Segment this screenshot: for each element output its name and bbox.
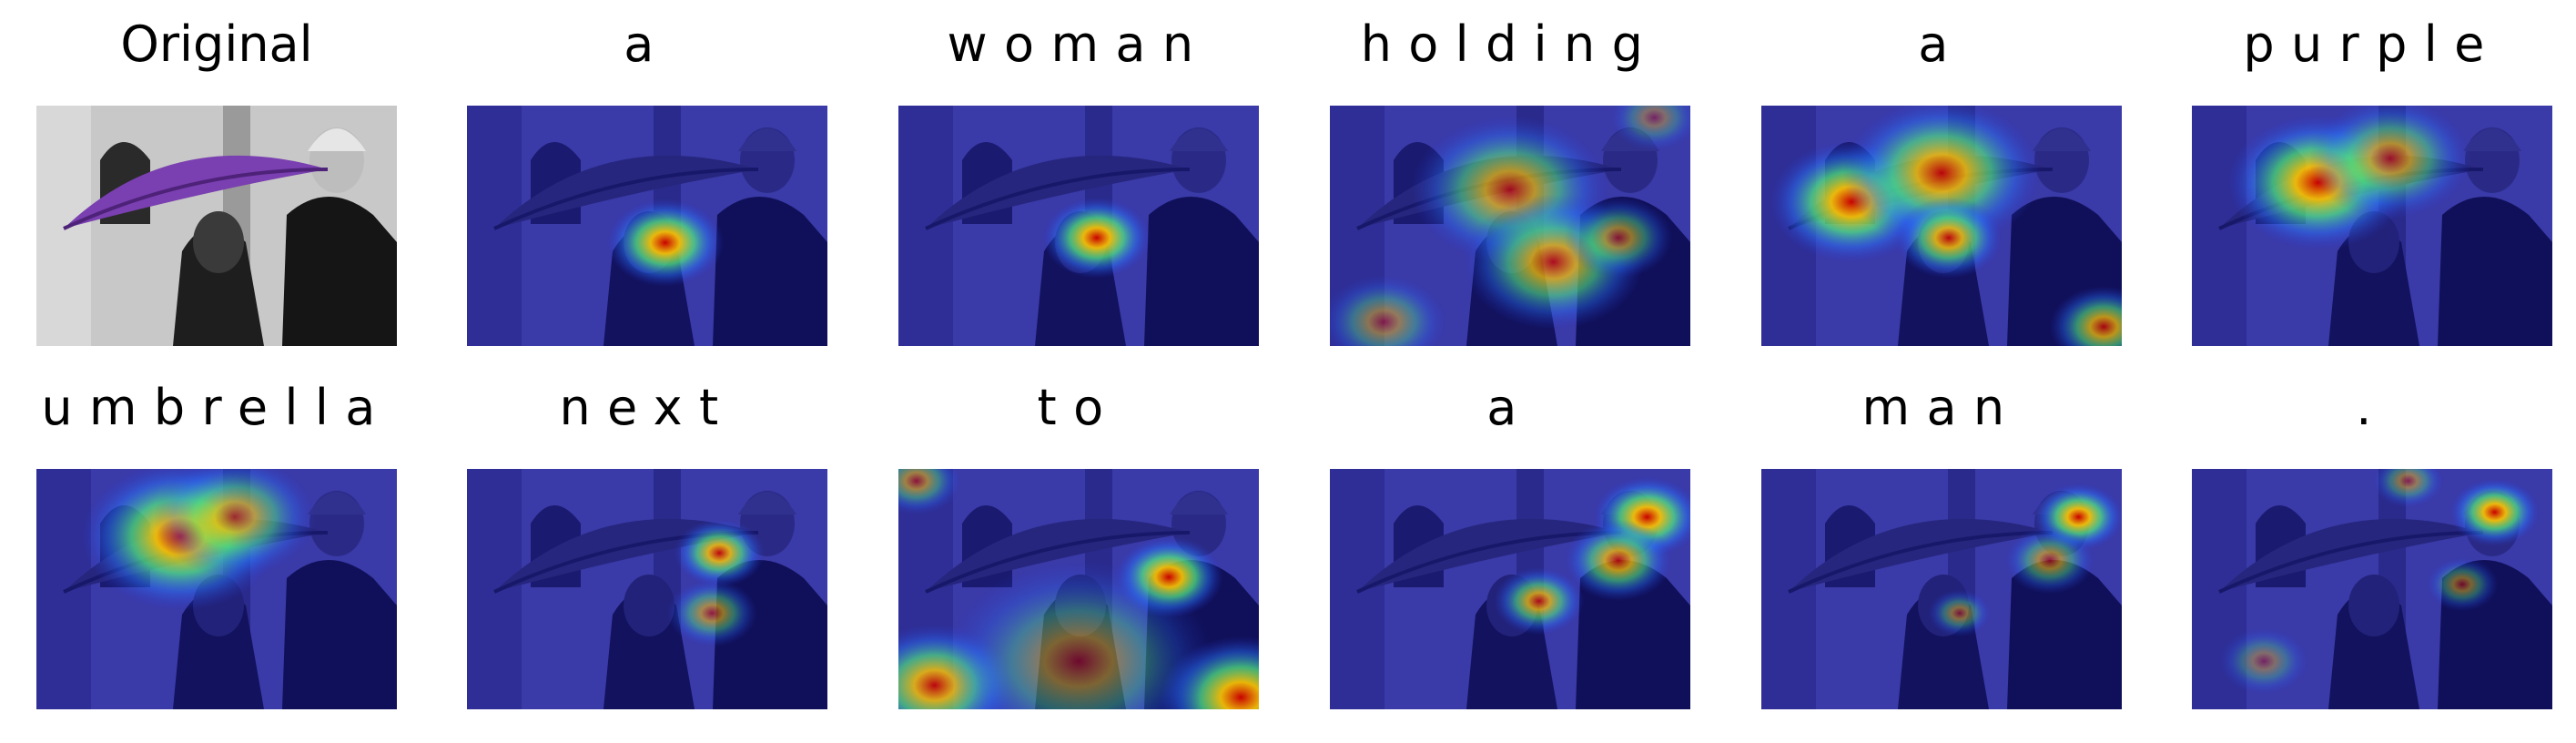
panel-title: a [624, 15, 671, 73]
panel-title: a [1918, 15, 1965, 73]
heatmap-overlay [2192, 106, 2552, 346]
attention-heatmap [467, 469, 827, 709]
heatmap-overlay [36, 469, 397, 709]
original-image [36, 106, 397, 346]
panel-title: umbrella [41, 379, 392, 436]
panel-title: Original [120, 15, 313, 73]
heatmap-overlay [467, 106, 827, 346]
attention-heatmap [898, 469, 1259, 709]
attention-heatmap [898, 106, 1259, 346]
panel-title: a [1486, 379, 1534, 436]
heatmap-overlay [2192, 469, 2552, 709]
heatmap-overlay [1330, 469, 1690, 709]
panel-title: man [1861, 379, 2022, 436]
heatmap-overlay [898, 469, 1259, 709]
panel-title: to [1037, 379, 1121, 436]
attention-heatmap [467, 106, 827, 346]
attention-heatmap [1761, 106, 2122, 346]
panel-title: . [2356, 379, 2388, 436]
attention-heatmap [1330, 469, 1690, 709]
attention-heatmap [1330, 106, 1690, 346]
heatmap-overlay [1330, 106, 1690, 346]
panel-title: woman [947, 15, 1211, 73]
attention-heatmap [2192, 106, 2552, 346]
heatmap-overlay [898, 106, 1259, 346]
heatmap-overlay [1761, 469, 2122, 709]
panel-title: holding [1360, 15, 1660, 73]
panel-title: next [559, 379, 735, 436]
attention-heatmap [2192, 469, 2552, 709]
attention-heatmap [1761, 469, 2122, 709]
heatmap-overlay [467, 469, 827, 709]
attention-heatmap [36, 469, 397, 709]
photo-scene [36, 106, 397, 346]
heatmap-overlay [1761, 106, 2122, 346]
panel-title: purple [2243, 15, 2501, 73]
